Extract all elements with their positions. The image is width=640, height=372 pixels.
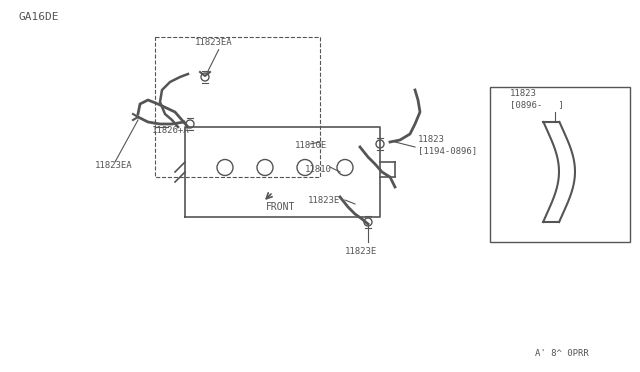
Text: FRONT: FRONT	[266, 202, 296, 212]
Text: 11823E: 11823E	[345, 247, 377, 257]
Text: 11823
[0896-   ]: 11823 [0896- ]	[510, 89, 564, 109]
Text: 11810E: 11810E	[295, 141, 327, 150]
Text: 11823EA: 11823EA	[195, 38, 232, 46]
Text: 11823
[1194-0896]: 11823 [1194-0896]	[418, 135, 477, 155]
Text: GA16DE: GA16DE	[18, 12, 58, 22]
Text: 11826+A: 11826+A	[152, 125, 189, 135]
Text: 11810: 11810	[305, 164, 332, 173]
Text: 11823E: 11823E	[308, 196, 340, 205]
Bar	[490, 87, 630, 242]
Text: A' 8^ 0PRR: A' 8^ 0PRR	[535, 350, 589, 359]
Text: 11823EA: 11823EA	[95, 160, 132, 170]
